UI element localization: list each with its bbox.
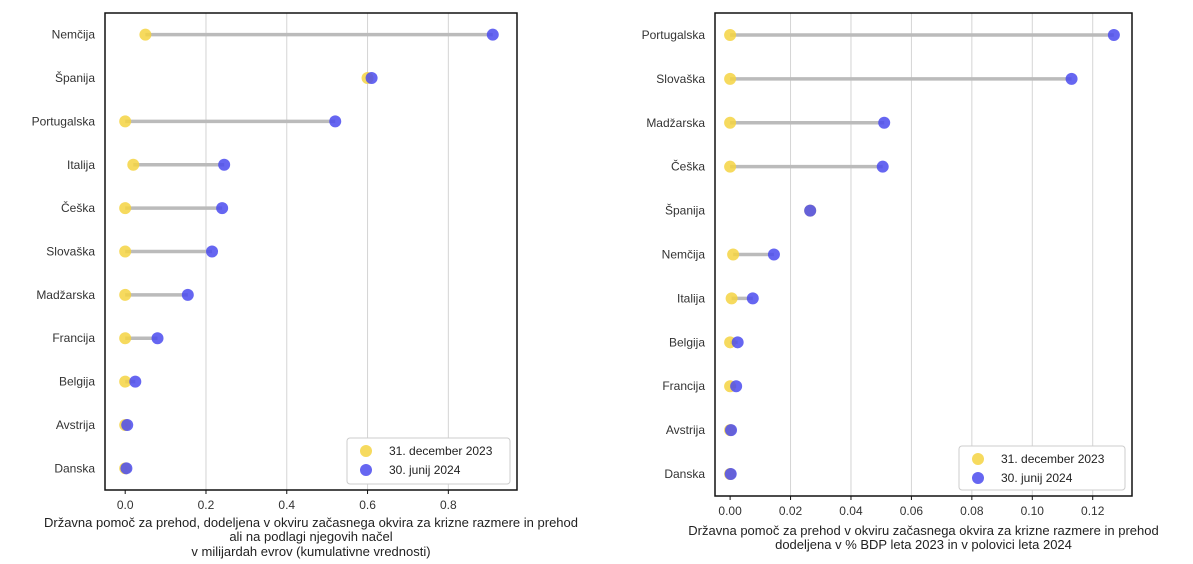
plot-frame [714, 12, 1133, 497]
y-tick-label: Nemčija [662, 248, 706, 262]
y-tick-label: Nemčija [52, 28, 96, 42]
x-tick-label: 0.4 [278, 498, 295, 512]
y-tick-label: Belgija [59, 375, 95, 389]
point-start [119, 375, 132, 388]
x-axis-label-line: v milijardah evrov (kumulativne vrednost… [191, 544, 430, 559]
point-end [730, 380, 743, 393]
x-axis-label-line: Državna pomoč za prehod v okviru začasne… [688, 523, 1158, 538]
point-end [724, 468, 737, 481]
y-tick-label: Avstrija [56, 418, 95, 432]
point-start [119, 115, 132, 128]
point-start [725, 292, 738, 305]
x-tick-label: 0.10 [1021, 504, 1045, 518]
y-tick-label: Slovaška [46, 245, 95, 259]
legend-label: 31. december 2023 [1001, 452, 1105, 466]
y-tick-label: Francija [52, 331, 95, 345]
y-tick-label: Belgija [669, 335, 705, 349]
point-end [151, 332, 164, 345]
point-end [1065, 72, 1078, 85]
y-tick-label: Danska [54, 461, 95, 475]
point-end [878, 116, 891, 129]
chart-1: Nemčija Španija Portugalska Italija Češka Slo… [32, 12, 578, 559]
y-tick-label: Španija [55, 70, 95, 85]
point-end [486, 28, 499, 41]
legend-marker [360, 445, 372, 457]
point-start [724, 116, 737, 129]
legend: 31. december 2023 30. junij 2024 [958, 445, 1126, 491]
x-tick-label: 0.06 [900, 504, 924, 518]
x-tick-label: 0.6 [359, 498, 376, 512]
point-end [181, 288, 194, 301]
point-start [724, 160, 737, 173]
x-tick-label: 0.02 [779, 504, 803, 518]
point-end [121, 418, 134, 431]
legend-box [346, 437, 511, 485]
x-tick-label: 0.8 [440, 498, 457, 512]
point-start [724, 28, 737, 41]
y-tick-label: Češka [671, 159, 705, 174]
x-axis-label-line: dodeljena v % BDP leta 2023 in v polovic… [775, 537, 1072, 552]
point-end [767, 248, 780, 261]
legend-marker [360, 464, 372, 476]
point-end [129, 375, 142, 388]
point-start [727, 248, 740, 261]
legend-marker [972, 472, 984, 484]
point-start [139, 28, 152, 41]
y-tick-label: Portugalska [32, 114, 96, 128]
point-end [206, 245, 219, 258]
point-start [119, 332, 132, 345]
x-tick-label: 0.0 [117, 498, 134, 512]
point-start [724, 72, 737, 85]
point-end [218, 158, 231, 171]
point-end [365, 72, 378, 85]
y-tick-label: Francija [662, 379, 705, 393]
legend-marker [972, 453, 984, 465]
y-tick-label: Slovaška [656, 72, 705, 86]
y-tick-label: Italija [677, 291, 705, 305]
point-end [746, 292, 759, 305]
legend-label: 31. december 2023 [389, 444, 493, 458]
point-end [731, 336, 744, 349]
legend: 31. december 2023 30. junij 2024 [346, 437, 511, 485]
point-start [127, 158, 140, 171]
x-tick-label: 0.12 [1081, 504, 1105, 518]
point-end [876, 160, 889, 173]
point-start [119, 288, 132, 301]
point-end [216, 202, 229, 215]
y-tick-label: Španija [665, 203, 705, 218]
y-tick-label: Madžarska [36, 288, 95, 302]
y-tick-label: Portugalska [642, 28, 706, 42]
legend-label: 30. junij 2024 [1001, 471, 1073, 485]
point-end [1107, 28, 1120, 41]
x-tick-label: 0.00 [718, 504, 742, 518]
x-tick-label: 0.04 [839, 504, 863, 518]
y-tick-label: Danska [664, 467, 705, 481]
y-tick-label: Madžarska [646, 116, 705, 130]
point-end [725, 424, 738, 437]
point-start [119, 202, 132, 215]
point-end [329, 115, 342, 128]
x-axis-label-line: Državna pomoč za prehod, dodeljena v okv… [44, 515, 578, 530]
point-end [804, 204, 817, 217]
point-end [120, 462, 133, 475]
x-tick-label: 0.2 [198, 498, 215, 512]
x-tick-label: 0.08 [960, 504, 984, 518]
y-tick-label: Italija [67, 158, 95, 172]
plot-frame [104, 12, 518, 491]
chart-2: Portugalska Slovaška Madžarska Češka Španija… [642, 12, 1159, 552]
legend-label: 30. junij 2024 [389, 463, 461, 477]
y-tick-label: Češka [61, 200, 95, 215]
legend-box [958, 445, 1126, 491]
x-axis-label-line: ali na podlagi njegovih načel [229, 529, 392, 544]
y-tick-label: Avstrija [666, 423, 705, 437]
point-start [119, 245, 132, 258]
